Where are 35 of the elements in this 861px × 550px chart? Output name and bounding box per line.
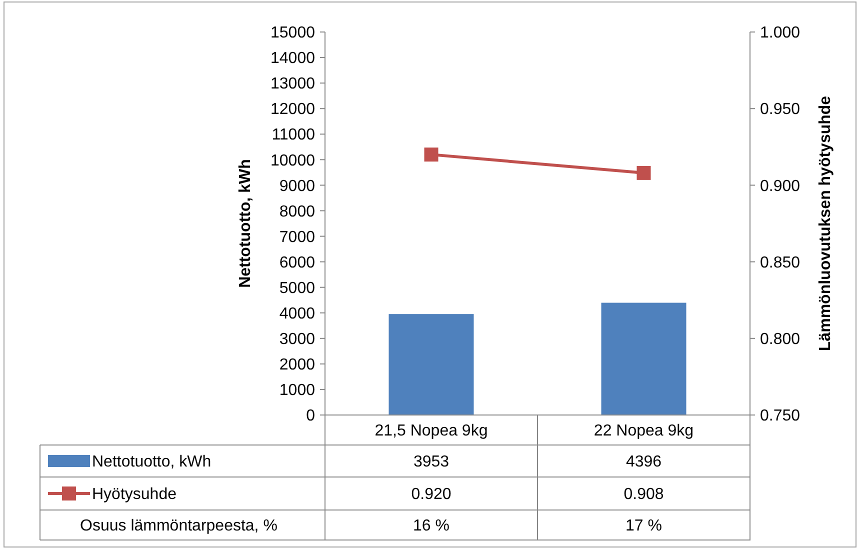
data-label: 0.908 (624, 486, 664, 504)
y2-tick-label: 1.000 (760, 24, 800, 42)
data-label: 0.920 (411, 486, 452, 504)
y2-tick-label: 0.950 (760, 101, 800, 118)
y-tick-label: 5000 (279, 280, 316, 297)
y-tick-label: 12000 (270, 101, 316, 118)
y2-tick-label: 0.800 (760, 331, 800, 348)
text: 16 % (413, 518, 450, 535)
text: Osuus lämmöntarpeesta, % (80, 518, 278, 535)
y-tick-label: 8000 (279, 203, 316, 220)
x-tick-label: 21,5 Nopea 9kg (374, 422, 488, 440)
y-tick-label: 6000 (279, 254, 316, 272)
y-tick-label: 13000 (270, 76, 316, 93)
text: 17 % (626, 518, 662, 535)
data-label: 4396 (626, 454, 662, 471)
y-tick-label: 14000 (270, 50, 316, 68)
legend-label: Nettotuotto, kWh (92, 454, 212, 471)
y-tick-label: 2000 (279, 356, 316, 374)
data-label: 3953 (413, 454, 450, 471)
y-tick-label: 1000 (279, 382, 316, 400)
y-tick-label: 11000 (272, 126, 316, 144)
y-tick-label: 9000 (279, 178, 316, 195)
legend-label: Hyötysuhde (92, 486, 177, 504)
y-tick-label: 7000 (279, 228, 316, 246)
y-tick-label: 3000 (279, 331, 316, 348)
x-tick-label: 22 Nopea 9kg (594, 422, 694, 440)
y2-tick-label: 0.900 (760, 178, 800, 195)
y2-tick-label: 0.850 (760, 254, 800, 272)
y-axis-title: Nettotuotto, kWh (237, 159, 254, 288)
y2-tick-label: 0.750 (760, 408, 800, 425)
y-tick-label: 4000 (279, 305, 316, 322)
y2-axis-title: Lämmönluovutuksen hyötysuhde (817, 96, 834, 352)
y-tick-label: 0 (306, 408, 316, 425)
y-tick-label: 10000 (270, 152, 316, 170)
y-tick-label: 15000 (270, 24, 316, 42)
